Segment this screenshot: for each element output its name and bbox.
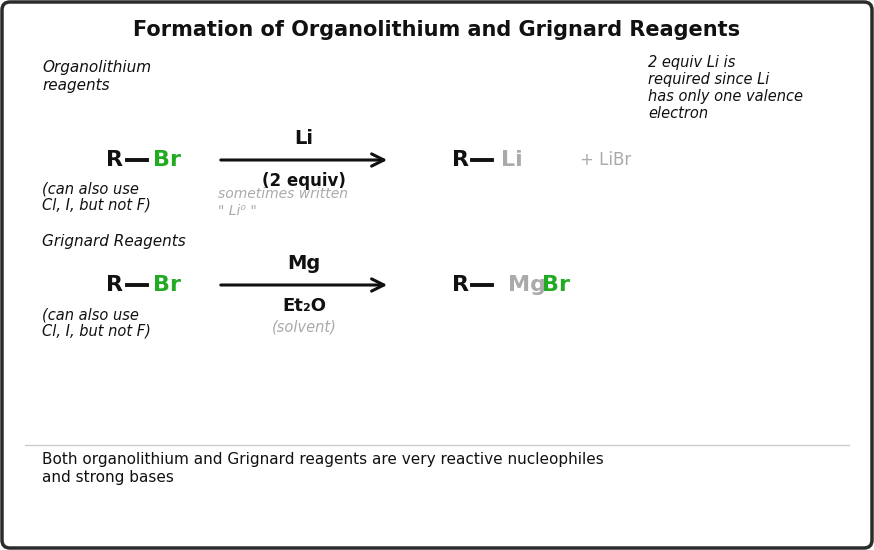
Text: R: R (452, 150, 468, 170)
Text: Br: Br (153, 150, 181, 170)
Text: Mg: Mg (508, 275, 546, 295)
Text: Cl, I, but not F): Cl, I, but not F) (42, 324, 151, 339)
Text: Et₂O: Et₂O (282, 297, 326, 315)
Text: R: R (452, 275, 468, 295)
Text: Grignard Reagents: Grignard Reagents (42, 234, 186, 249)
Text: (can also use: (can also use (42, 308, 139, 323)
Text: and strong bases: and strong bases (42, 470, 174, 485)
Text: Li: Li (501, 150, 523, 170)
Text: 2 equiv Li is: 2 equiv Li is (648, 55, 735, 70)
Text: required since Li: required since Li (648, 72, 769, 87)
Text: Mg: Mg (288, 254, 321, 273)
Text: Organolithium: Organolithium (42, 60, 151, 75)
Text: sometimes written: sometimes written (218, 187, 348, 201)
Text: Li: Li (295, 129, 314, 148)
Text: (solvent): (solvent) (272, 319, 336, 334)
Text: + LiBr: + LiBr (580, 151, 631, 169)
Text: electron: electron (648, 106, 708, 121)
Text: R: R (107, 275, 123, 295)
Text: (can also use: (can also use (42, 182, 139, 197)
Text: reagents: reagents (42, 78, 109, 93)
Text: " Li⁰ ": " Li⁰ " (218, 204, 257, 218)
Text: has only one valence: has only one valence (648, 89, 803, 104)
Text: Cl, I, but not F): Cl, I, but not F) (42, 198, 151, 213)
Text: Br: Br (542, 275, 570, 295)
Text: Br: Br (153, 275, 181, 295)
Text: Both organolithium and Grignard reagents are very reactive nucleophiles: Both organolithium and Grignard reagents… (42, 452, 604, 467)
Text: Formation of Organolithium and Grignard Reagents: Formation of Organolithium and Grignard … (134, 20, 740, 40)
Text: (2 equiv): (2 equiv) (262, 172, 346, 190)
Text: R: R (107, 150, 123, 170)
